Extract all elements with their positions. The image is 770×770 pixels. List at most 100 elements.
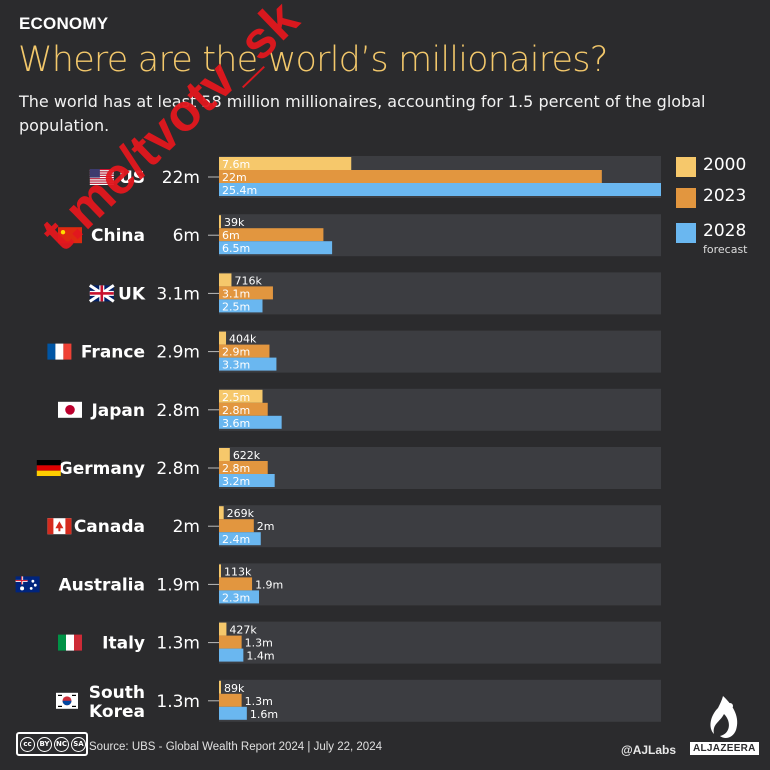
row-total-france: 2.9m	[156, 343, 200, 363]
row-name-australia: Australia	[59, 575, 146, 595]
italy-flag-icon	[58, 634, 82, 651]
bar-2000-canada	[219, 506, 224, 520]
bar-2023-germany	[219, 461, 268, 474]
bar-2028-uk	[219, 299, 263, 313]
bar-label-2028-japan: 3.6m	[222, 417, 250, 430]
row-track-germany	[219, 447, 661, 489]
row-name-italy: Italy	[102, 634, 145, 654]
chart-subtitle: The world has at least 58 million millio…	[19, 92, 706, 135]
row-name-south-korea-line1: South	[89, 683, 145, 703]
south-korea-flag-icon	[56, 692, 78, 709]
bar-2028-china	[219, 241, 333, 255]
bar-2023-canada	[219, 519, 254, 533]
aljazeera-logo-icon	[710, 696, 738, 738]
uk-flag-icon	[88, 284, 115, 303]
france-flag-icon	[47, 343, 72, 360]
bar-2028-germany	[219, 474, 275, 487]
row-total-australia: 1.9m	[156, 575, 200, 595]
bar-label-2028-italy: 1.4m	[246, 650, 274, 663]
chart-title: Where are the world’s millionaires?	[18, 40, 608, 80]
creative-commons-badge: cc BY NC SA	[16, 732, 88, 756]
bar-label-2028-australia: 2.3m	[222, 591, 250, 604]
legend-note-forecast: forecast	[703, 243, 748, 256]
bar-2028-italy	[219, 648, 244, 662]
legend-label-2023: 2023	[703, 186, 747, 206]
cc-by-icon: BY	[37, 736, 52, 752]
row-track-south-korea	[219, 679, 661, 722]
bar-label-2000-south-korea: 89k	[224, 682, 245, 695]
bar-2000-china	[219, 215, 221, 229]
bar-label-2000-china: 39k	[224, 216, 245, 229]
bar-2023-japan	[219, 402, 268, 416]
germany-flag-icon	[36, 460, 61, 476]
bar-label-2023-germany: 2.8m	[222, 462, 250, 475]
bar-label-2000-germany: 622k	[233, 449, 261, 462]
bar-label-2023-canada: 2m	[257, 520, 275, 533]
row-track-uk	[219, 272, 661, 315]
bar-2023-china	[219, 228, 324, 242]
bar-label-2028-south-korea: 1.6m	[250, 708, 278, 721]
bar-2000-france	[219, 331, 227, 345]
row-total-uk: 3.1m	[156, 284, 200, 304]
bar-2028-south-korea	[219, 706, 247, 720]
bar-label-2028-china: 6.5m	[222, 242, 250, 255]
row-total-canada: 2m	[173, 517, 200, 537]
bar-2000-germany	[219, 448, 230, 461]
bar-2000-south-korea	[219, 680, 221, 694]
bar-label-2023-japan: 2.8m	[222, 404, 250, 417]
bar-2023-uk	[219, 286, 273, 300]
bar-2028-japan	[219, 415, 282, 429]
row-name-uk: UK	[118, 284, 146, 304]
legend-label-2028: 2028	[703, 221, 747, 241]
bar-2000-uk	[219, 273, 232, 287]
section-tag: ECONOMY	[19, 14, 109, 33]
row-total-us: 22m	[162, 168, 200, 188]
legend-swatch-2028	[676, 223, 696, 243]
cc-icon: cc	[20, 736, 35, 752]
australia-flag-icon	[15, 576, 40, 593]
row-name-france: France	[81, 343, 145, 363]
row-name-south-korea-line2: Korea	[89, 702, 145, 722]
legend-swatch-2000	[676, 157, 696, 177]
bar-2000-italy	[219, 622, 227, 636]
bar-label-2000-france: 404k	[229, 333, 257, 346]
bar-label-2000-uk: 716k	[234, 274, 262, 287]
bar-2023-italy	[219, 635, 242, 649]
bar-label-2023-australia: 1.9m	[255, 578, 283, 591]
china-flag-icon	[58, 227, 82, 244]
bar-label-2028-germany: 3.2m	[222, 475, 250, 488]
bar-label-2023-china: 6m	[222, 229, 240, 242]
bar-label-2000-japan: 2.5m	[222, 391, 250, 404]
bar-label-2023-uk: 3.1m	[222, 287, 250, 300]
us-flag-icon	[89, 169, 114, 185]
row-name-canada: Canada	[74, 517, 145, 537]
bar-label-2028-canada: 2.4m	[222, 533, 250, 546]
aljazeera-wordmark: ALJAZEERA	[690, 742, 759, 755]
bar-label-2000-us: 7.6m	[222, 158, 250, 171]
row-name-germany: Germany	[59, 459, 145, 479]
canada-flag-icon	[47, 518, 72, 535]
bar-2000-australia	[219, 564, 221, 578]
bar-2023-australia	[219, 577, 253, 591]
row-track-italy	[219, 621, 661, 664]
row-name-china: China	[91, 226, 145, 246]
japan-flag-icon	[58, 401, 82, 418]
bar-label-2000-australia: 113k	[224, 565, 252, 578]
bar-2023-france	[219, 344, 270, 358]
ajlabs-handle: @AJLabs	[621, 743, 677, 757]
row-total-japan: 2.8m	[156, 401, 200, 421]
cc-nc-icon: NC	[54, 736, 69, 752]
legend-swatch-2023	[676, 188, 696, 208]
bar-2000-japan	[219, 389, 263, 403]
bar-2028-australia	[219, 590, 260, 604]
bar-2023-us	[219, 170, 602, 183]
bar-label-2023-us: 22m	[222, 171, 247, 184]
row-total-germany: 2.8m	[156, 459, 200, 479]
bar-label-2023-france: 2.9m	[222, 346, 250, 359]
bar-2000-us	[219, 157, 352, 170]
bar-label-2000-canada: 269k	[227, 507, 255, 520]
row-name-japan: Japan	[90, 401, 145, 421]
bar-2028-france	[219, 357, 277, 371]
row-name-us: US	[119, 168, 145, 188]
